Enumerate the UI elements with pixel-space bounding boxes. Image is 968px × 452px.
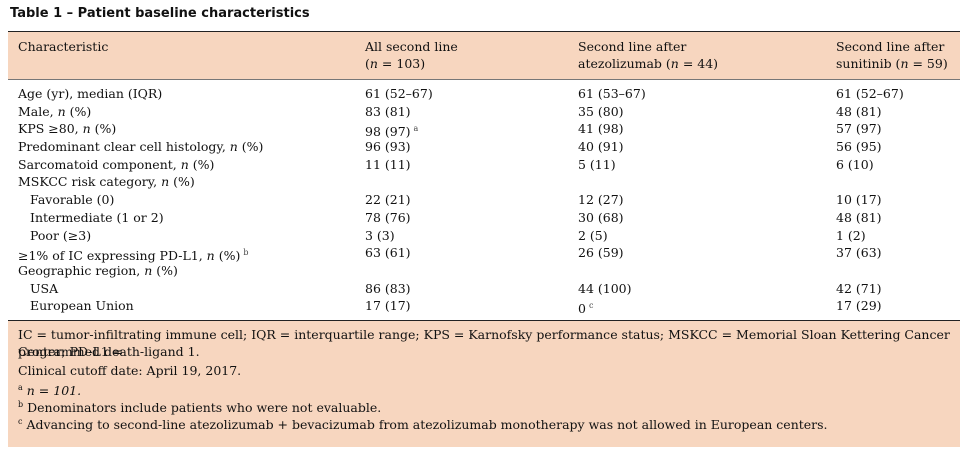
header-characteristic: Characteristic xyxy=(18,39,109,54)
row-value-all: 3 (3) xyxy=(365,227,395,243)
table-row: Age (yr), median (IQR) 61 (52–67) 61 (53–6… xyxy=(8,85,960,103)
row-characteristic: Male, n (%) xyxy=(18,103,92,119)
row-characteristic: Sarcomatoid component, n (%) xyxy=(18,156,215,172)
table-row: Poor (≥3) 3 (3) 2 (5) 1 (2) xyxy=(8,227,960,245)
footnote-mark: b xyxy=(243,248,249,258)
row-value-all: 78 (76) xyxy=(365,209,411,225)
row-value-atezo: 5 (11) xyxy=(578,156,616,172)
row-value-atezo: 12 (27) xyxy=(578,192,624,208)
table-footnotes: IC = tumor-infiltrating immune cell; IQR… xyxy=(8,320,960,447)
row-value-suni: 37 (63) xyxy=(836,245,882,261)
header-after-atezolizumab: Second line after atezolizumab (n = 44) xyxy=(578,39,719,71)
row-value-atezo: 26 (59) xyxy=(578,245,624,261)
row-value-atezo: 30 (68) xyxy=(578,209,624,225)
table-row: European Union 17 (17) 0 c 17 (29) xyxy=(8,297,960,317)
row-value-suni: 1 (2) xyxy=(836,227,866,243)
row-value-suni: 61 (52–67) xyxy=(836,86,904,101)
row-value-suni: 17 (29) xyxy=(836,298,882,314)
footnote-b: b Denominators include patients who were … xyxy=(18,400,382,415)
row-characteristic: USA xyxy=(30,280,59,296)
row-value-suni: 6 (10) xyxy=(836,156,874,172)
row-value-suni: 42 (71) xyxy=(836,280,882,296)
row-characteristic: Age (yr), median (IQR) xyxy=(18,86,163,101)
header-all-second-line: All second line (n = 103) xyxy=(365,39,458,71)
footnote-c: c Advancing to second-line atezolizumab +… xyxy=(18,417,828,432)
footnote-mark: a xyxy=(413,124,419,134)
table-header: Characteristic All second line (n = 103)… xyxy=(8,31,960,80)
table-row: Geographic region, n (%) xyxy=(8,262,960,280)
table-row: Male, n (%) 83 (81) 35 (80) 48 (81) xyxy=(8,103,960,121)
row-characteristic: Poor (≥3) xyxy=(30,227,92,243)
row-value-all: 61 (52–67) xyxy=(365,86,433,101)
table-row: KPS ≥80, n (%) 98 (97) a 41 (98) 57 (97) xyxy=(8,120,960,140)
row-value-all: 86 (83) xyxy=(365,280,411,296)
table-row: Predominant clear cell histology, n (%) 9… xyxy=(8,138,960,156)
row-characteristic: Favorable (0) xyxy=(30,192,115,208)
row-value-suni: 10 (17) xyxy=(836,192,882,208)
row-value-suni: 48 (81) xyxy=(836,103,882,119)
row-value-atezo: 61 (53–67) xyxy=(578,86,646,101)
header-after-sunitinib: Second line after sunitinib (n = 59) xyxy=(836,39,948,71)
row-value-all: 17 (17) xyxy=(365,298,411,314)
row-characteristic: Intermediate (1 or 2) xyxy=(30,209,164,225)
row-value-suni: 48 (81) xyxy=(836,209,882,225)
table-row: Sarcomatoid component, n (%) 11 (11) 5 (11… xyxy=(8,156,960,174)
row-value-atezo: 2 (5) xyxy=(578,227,608,243)
row-characteristic: Geographic region, n (%) xyxy=(18,262,178,278)
row-value-all: 63 (61) xyxy=(365,245,411,261)
table-row: USA 86 (83) 44 (100) 42 (71) xyxy=(8,280,960,298)
table-row: Favorable (0) 22 (21) 12 (27) 10 (17) xyxy=(8,191,960,209)
row-characteristic: KPS ≥80, n (%) xyxy=(18,121,117,137)
table-row: Intermediate (1 or 2) 78 (76) 30 (68) 48 (8… xyxy=(8,209,960,227)
row-value-atezo: 44 (100) xyxy=(578,280,632,296)
row-value-all: 96 (93) xyxy=(365,139,411,155)
row-characteristic: MSKCC risk category, n (%) xyxy=(18,174,195,190)
clinical-cutoff-note: Clinical cutoff date: April 19, 2017. xyxy=(18,363,242,378)
table-title: Table 1 – Patient baseline characteristi… xyxy=(10,6,310,21)
row-value-all: 83 (81) xyxy=(365,103,411,119)
row-characteristic: ≥1% of IC expressing PD-L1, n (%) b xyxy=(18,248,249,264)
row-value-atezo: 35 (80) xyxy=(578,103,624,119)
row-characteristic: Predominant clear cell histology, n (%) xyxy=(18,139,264,155)
row-value-atezo: 40 (91) xyxy=(578,139,624,155)
table-body: Age (yr), median (IQR) 61 (52–67) 61 (53–6… xyxy=(8,85,960,317)
table-row: ≥1% of IC expressing PD-L1, n (%) b 63 (61… xyxy=(8,244,960,264)
row-value-all: 98 (97) a xyxy=(365,124,419,140)
footnote-mark: c xyxy=(588,301,594,311)
row-characteristic: European Union xyxy=(30,298,134,314)
row-value-all: 22 (21) xyxy=(365,192,411,208)
abbreviations-line-1: IC = tumor-infiltrating immune cell; IQR… xyxy=(18,327,950,359)
row-value-suni: 56 (95) xyxy=(836,139,882,155)
row-value-atezo: 41 (98) xyxy=(578,121,624,137)
abbreviations-line-2: programmed death-ligand 1. xyxy=(18,344,200,359)
row-value-all: 11 (11) xyxy=(365,156,411,172)
row-value-suni: 57 (97) xyxy=(836,121,882,137)
table-row: MSKCC risk category, n (%) xyxy=(8,173,960,191)
